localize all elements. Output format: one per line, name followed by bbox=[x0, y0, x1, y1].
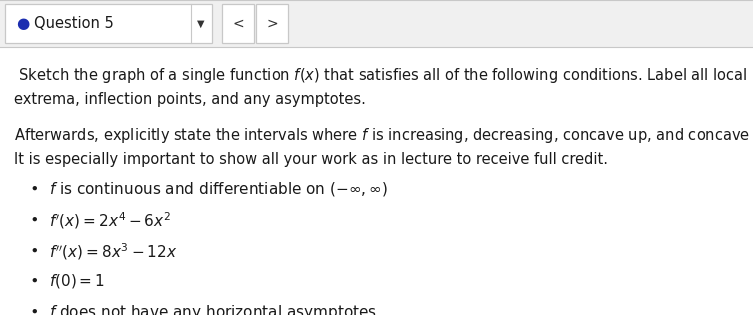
Text: $f$ is continuous and differentiable on $( - \infty, \infty)$: $f$ is continuous and differentiable on … bbox=[49, 180, 388, 198]
Text: $f$ does not have any horizontal asymptotes: $f$ does not have any horizontal asympto… bbox=[49, 303, 377, 315]
Text: $f'(x) = 2x^4 - 6x^2$: $f'(x) = 2x^4 - 6x^2$ bbox=[49, 210, 171, 231]
Text: Question 5: Question 5 bbox=[34, 16, 114, 31]
Text: $\bullet$: $\bullet$ bbox=[29, 303, 38, 315]
Text: ▼: ▼ bbox=[197, 18, 204, 28]
Text: $\bullet$: $\bullet$ bbox=[29, 180, 38, 195]
Text: $\bullet$: $\bullet$ bbox=[29, 241, 38, 256]
Text: <: < bbox=[232, 16, 244, 30]
Text: >: > bbox=[266, 16, 278, 30]
Text: Sketch the graph of a single function $f(x)$ that satisfies all of the following: Sketch the graph of a single function $f… bbox=[14, 66, 747, 107]
Text: $\bullet$: $\bullet$ bbox=[29, 272, 38, 287]
Text: ●: ● bbox=[16, 16, 29, 31]
Text: $f(0) = 1$: $f(0) = 1$ bbox=[49, 272, 105, 290]
Text: Afterwards, explicitly state the intervals where $f$ is increasing, decreasing, : Afterwards, explicitly state the interva… bbox=[14, 126, 753, 167]
Text: $f''(x) = 8x^3 - 12x$: $f''(x) = 8x^3 - 12x$ bbox=[49, 241, 178, 262]
Text: $\bullet$: $\bullet$ bbox=[29, 210, 38, 226]
